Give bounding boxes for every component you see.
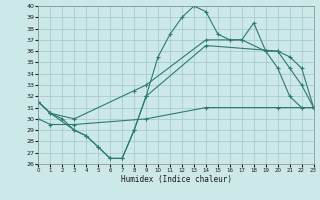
X-axis label: Humidex (Indice chaleur): Humidex (Indice chaleur) [121,175,231,184]
